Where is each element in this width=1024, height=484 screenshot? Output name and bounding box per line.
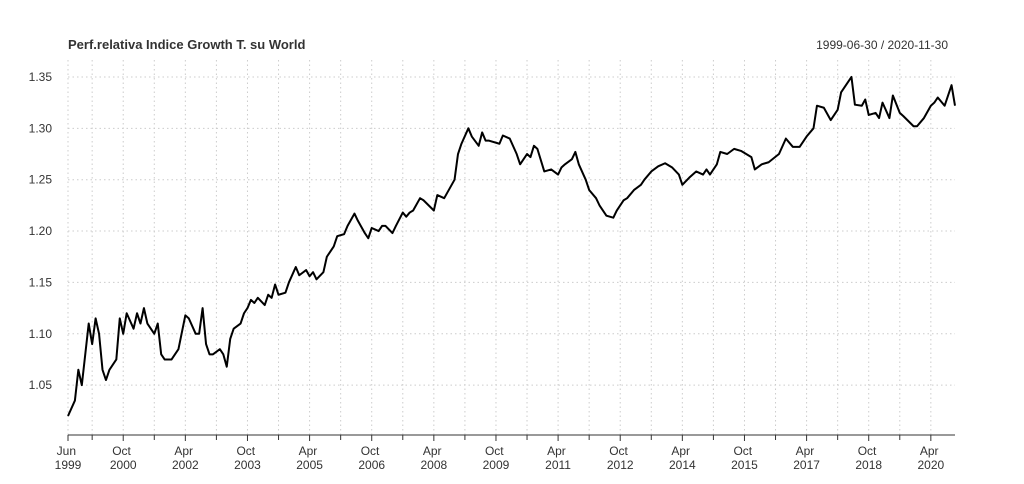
- x-tick-label: Oct 2003: [234, 444, 261, 472]
- chart-subtitle: 1999-06-30 / 2020-11-30: [816, 38, 948, 52]
- x-tick-label: Oct 2006: [358, 444, 385, 472]
- x-tick-label: Apr 2002: [172, 444, 199, 472]
- x-tick-label: Oct 2000: [110, 444, 137, 472]
- x-tick-label: Jun 1999: [55, 444, 82, 472]
- x-tick-label: Apr 2020: [917, 444, 944, 472]
- data-line: [67, 75, 956, 417]
- x-tick-label: Apr 2008: [420, 444, 447, 472]
- x-tick-label: Apr 2017: [793, 444, 820, 472]
- x-tick-label: Oct 2015: [731, 444, 758, 472]
- y-tick-label: 1.10: [29, 327, 53, 341]
- y-tick-label: 1.25: [29, 173, 53, 187]
- chart-title: Perf.relativa Indice Growth T. su World: [68, 37, 305, 52]
- x-tick-label: Oct 2012: [607, 444, 634, 472]
- x-tick-label: Apr 2005: [296, 444, 323, 472]
- x-tick-label: Apr 2014: [669, 444, 696, 472]
- y-tick-label: 1.35: [29, 70, 53, 84]
- y-tick-label: 1.05: [29, 378, 53, 392]
- y-tick-label: 1.15: [29, 275, 53, 289]
- y-tick-label: 1.30: [29, 121, 53, 135]
- x-tick-label: Apr 2011: [545, 444, 571, 472]
- y-tick-label: 1.20: [29, 224, 53, 238]
- x-tick-label: Oct 2018: [855, 444, 882, 472]
- x-tick-label: Oct 2009: [483, 444, 510, 472]
